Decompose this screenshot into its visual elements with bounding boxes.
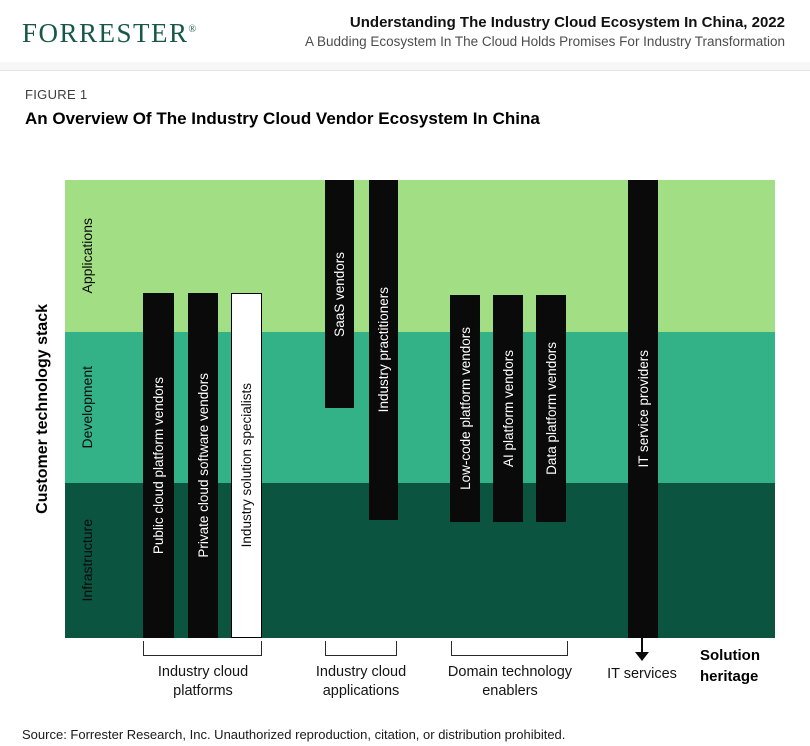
figure-label: FIGURE 1 (25, 87, 88, 102)
vendor-bar-label: Private cloud software vendors (195, 373, 211, 558)
vendor-bar-it-service-providers: IT service providers (628, 180, 658, 638)
report-title: Understanding The Industry Cloud Ecosyst… (349, 14, 785, 31)
band-label-text: Infrastructure (79, 519, 95, 602)
registered-trademark-icon: ® (188, 24, 197, 35)
logo-text: FORRESTER (22, 18, 189, 48)
bracket-industry-cloud-platforms (143, 641, 262, 656)
stack-diagram: Applications Development Infrastructure … (65, 180, 775, 638)
vendor-bar-label: AI platform vendors (500, 349, 516, 468)
it-services-arrow-stem (641, 638, 643, 652)
vendor-bar-label: Low-code platform vendors (457, 327, 473, 490)
figure-title: An Overview Of The Industry Cloud Vendor… (25, 109, 540, 128)
band-label-applications: Applications (73, 180, 101, 332)
bracket-domain-technology-enablers (451, 641, 568, 656)
group-label-industry-cloud-applications: Industry cloud applications (315, 664, 407, 699)
band-label-text: Applications (79, 218, 95, 294)
vendor-bar-data-platform-vendors: Data platform vendors (536, 295, 566, 522)
vendor-bar-industry-practitioners: Industry practitioners (369, 180, 398, 520)
group-label-domain-technology-enablers: Domain technology enablers (447, 664, 573, 699)
vendor-bar-label: SaaS vendors (332, 251, 347, 337)
solution-heritage-label: Solution heritage (700, 647, 760, 685)
vendor-bar-industry-solution-specialists: Industry solution specialists (231, 293, 262, 638)
header-divider (0, 62, 810, 71)
y-axis-label-text: Customer technology stack (34, 304, 51, 514)
it-services-arrow-icon (635, 652, 649, 661)
vendor-bar-label: Public cloud platform vendors (151, 376, 166, 555)
vendor-bar-ai-platform-vendors: AI platform vendors (493, 295, 523, 522)
vendor-bar-saas-vendors: SaaS vendors (325, 180, 354, 408)
band-label-text: Development (79, 366, 95, 449)
bracket-industry-cloud-applications (325, 641, 397, 656)
vendor-bar-low-code-platform-vendors: Low-code platform vendors (450, 295, 480, 522)
vendor-bar-public-cloud-platform-vendors: Public cloud platform vendors (143, 293, 174, 638)
group-label-industry-cloud-platforms: Industry cloud platforms (157, 664, 249, 699)
vendor-bar-label: IT service providers (635, 350, 651, 468)
report-subtitle: A Budding Ecosystem In The Cloud Holds P… (305, 34, 785, 49)
group-label-it-services: IT services (607, 666, 677, 682)
band-label-infrastructure: Infrastructure (73, 483, 101, 638)
vendor-bar-private-cloud-software-vendors: Private cloud software vendors (188, 293, 218, 638)
vendor-bar-label: Data platform vendors (543, 342, 559, 475)
report-header: FORRESTER® Understanding The Industry Cl… (0, 0, 810, 62)
vendor-bar-label: Industry solution specialists (239, 383, 254, 548)
band-label-development: Development (73, 332, 101, 483)
source-line: Source: Forrester Research, Inc. Unautho… (22, 727, 566, 742)
forrester-logo: FORRESTER® (22, 18, 196, 49)
vendor-bar-label: Industry practitioners (376, 287, 391, 413)
y-axis-label: Customer technology stack (28, 180, 58, 638)
